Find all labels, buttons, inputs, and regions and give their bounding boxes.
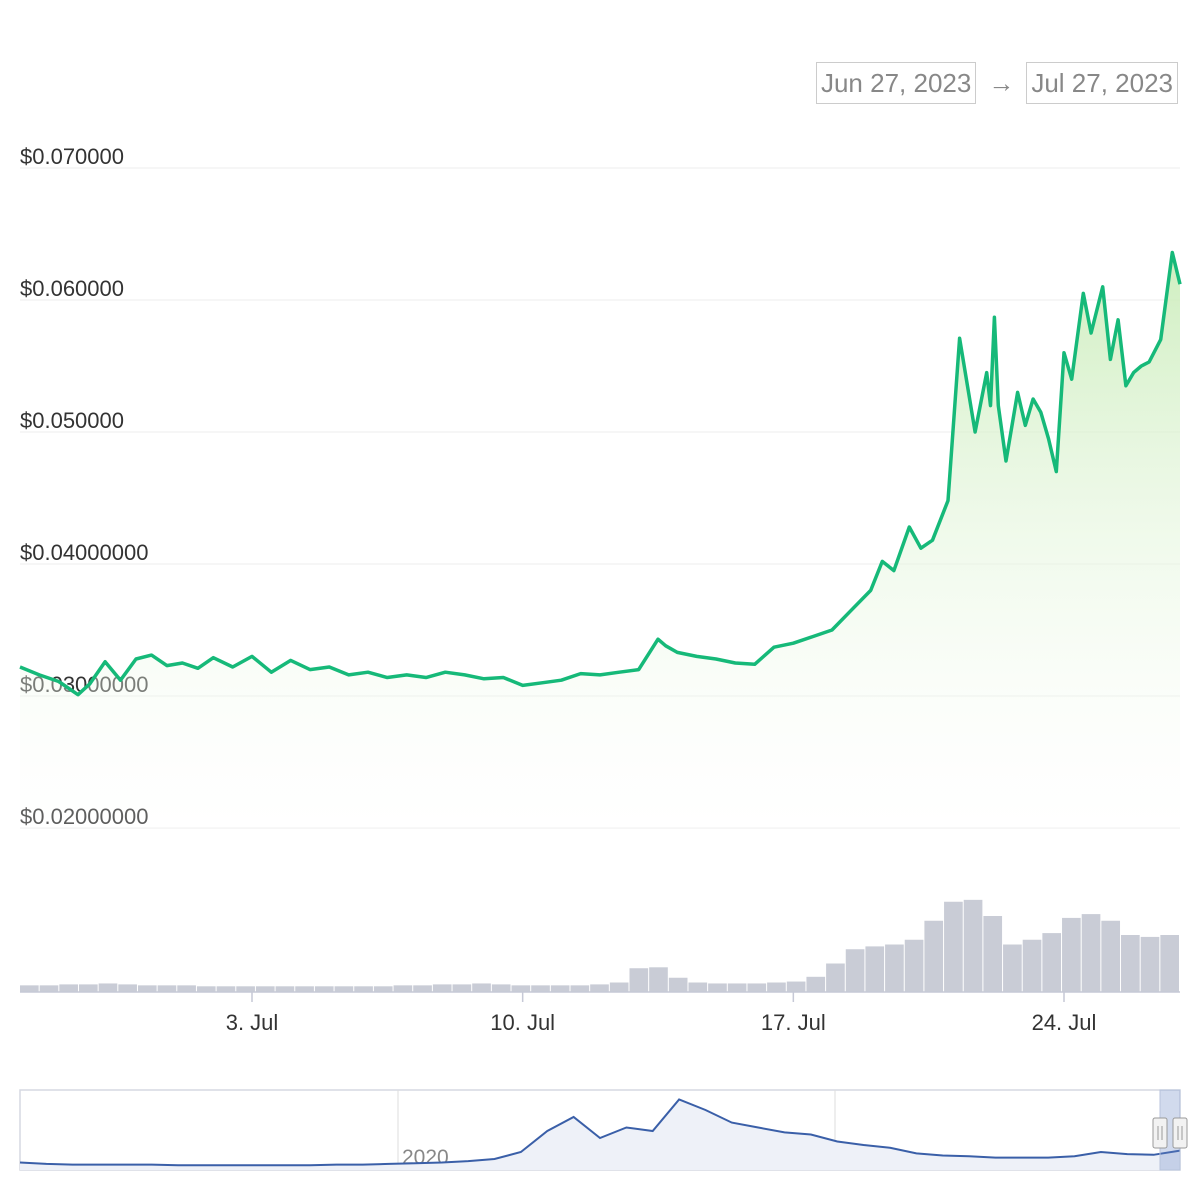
volume-bar [177, 985, 196, 992]
x-axis-ticks: 3. Jul 10. Jul 17. Jul 24. Jul [226, 992, 1097, 1035]
volume-bars [20, 899, 1180, 993]
volume-bar [1042, 933, 1062, 992]
volume-bar [432, 984, 452, 992]
date-range-selector: Jun 27, 2023 → Jul 27, 2023 [815, 62, 1178, 104]
volume-bar [609, 982, 629, 992]
volume-bar [1140, 936, 1160, 992]
volume-bar [373, 986, 393, 992]
volume-bar [708, 983, 727, 992]
x-tick-label: 24. Jul [1032, 1010, 1097, 1035]
volume-bar [786, 981, 806, 992]
price-area [19, 250, 1182, 828]
volume-bar [20, 985, 39, 992]
volume-bar [1121, 935, 1140, 992]
volume-bar [767, 982, 786, 992]
volume-bar [1003, 944, 1022, 992]
volume-bar [98, 983, 118, 992]
range-from-input[interactable]: Jun 27, 2023 [815, 62, 977, 104]
volume-bar [59, 984, 78, 992]
volume-bar [314, 986, 334, 992]
price-area-fill [20, 252, 1180, 828]
y-tick-label: $0.04000000 [20, 540, 148, 565]
volume-bar [983, 916, 1003, 992]
volume-bar [295, 986, 314, 992]
volume-bar [157, 985, 177, 992]
navigator-handle[interactable] [1172, 1117, 1188, 1149]
volume-bar [924, 920, 944, 992]
x-tick-label: 10. Jul [490, 1010, 555, 1035]
volume-bar [137, 985, 157, 992]
y-tick-label: $0.060000 [20, 276, 124, 301]
navigator-area [20, 1099, 1180, 1170]
navigator-handle[interactable] [1152, 1117, 1168, 1149]
volume-bar [885, 944, 904, 992]
volume-bar [688, 982, 708, 992]
volume-bar [1160, 935, 1179, 992]
navigator-selection[interactable] [1159, 1089, 1181, 1171]
volume-bar [354, 986, 373, 992]
volume-bar [727, 983, 747, 992]
navigator-series-line [19, 1098, 1181, 1167]
range-arrow-icon: → [988, 67, 1015, 98]
volume-bar [39, 985, 59, 992]
x-tick-label: 3. Jul [226, 1010, 279, 1035]
volume-bar [334, 986, 354, 992]
volume-bar [904, 939, 924, 992]
volume-bar [865, 946, 885, 992]
navigator-year-label: 2022 [839, 1146, 886, 1169]
range-to-input[interactable]: Jul 27, 2023 [1026, 62, 1178, 104]
volume-bar [629, 968, 649, 992]
volume-bar [944, 901, 963, 992]
volume-bar [196, 986, 216, 992]
volume-bar [511, 985, 531, 992]
volume-bar [1022, 939, 1042, 992]
navigator-frame [19, 1089, 1181, 1171]
volume-bar [531, 985, 550, 992]
volume-bar [413, 985, 432, 992]
navigator-year-label: 2020 [402, 1146, 449, 1169]
volume-bar [845, 949, 865, 992]
volume-bar [668, 977, 688, 992]
volume-bar [472, 983, 491, 992]
volume-bar [275, 986, 295, 992]
volume-bar [393, 985, 413, 992]
volume-bar [747, 983, 767, 992]
y-tick-label: $0.050000 [20, 408, 124, 433]
volume-bar [1062, 917, 1081, 992]
volume-bar [1081, 914, 1101, 992]
volume-bar [649, 967, 668, 992]
volume-bar [216, 986, 236, 992]
volume-bar [452, 984, 472, 992]
y-tick-label: $0.070000 [20, 144, 124, 169]
volume-bar [1101, 920, 1121, 992]
volume-bar [963, 899, 983, 992]
volume-bar [236, 986, 255, 992]
price-series-line [19, 250, 1182, 697]
volume-bar [570, 985, 590, 992]
volume-bar [806, 976, 826, 992]
volume-bar [78, 984, 98, 992]
volume-bar [118, 984, 137, 992]
volume-bar [826, 963, 845, 992]
volume-bar [550, 985, 570, 992]
x-tick-label: 17. Jul [761, 1010, 826, 1035]
volume-bar [255, 986, 275, 992]
price-chart[interactable]: $0.070000$0.060000$0.050000$0.04000000$0… [0, 0, 1200, 1060]
volume-bar [491, 984, 511, 992]
volume-bar [590, 984, 609, 992]
